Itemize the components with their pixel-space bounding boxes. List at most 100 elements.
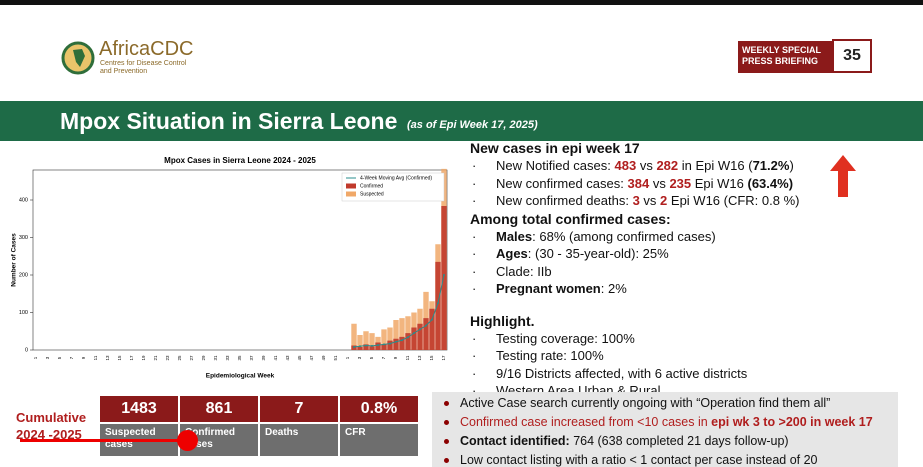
note-item: Confirmed case increased from <10 cases … [432, 413, 898, 432]
bar [369, 346, 375, 350]
slide-subtitle: (as of Epi Week 17, 2025) [407, 119, 538, 131]
progress-handle[interactable] [177, 430, 198, 451]
y-tick-label: 400 [19, 197, 28, 203]
text-run: Low contact listing with a ratio < 1 con… [460, 453, 818, 467]
text-run: vs [649, 175, 670, 191]
bar [399, 318, 405, 350]
summary-label: Cumulative 2024 -2025 [16, 410, 87, 442]
text-run: 764 (638 completed 21 days follow-up) [569, 434, 789, 448]
note-item: Low contact listing with a ratio < 1 con… [432, 451, 898, 467]
x-tick-label: 7 [69, 356, 74, 359]
text-run: 2 [660, 193, 668, 208]
line-marker [389, 342, 391, 345]
y-tick-label: 100 [19, 310, 28, 316]
x-tick-label: 25 [177, 355, 182, 361]
x-tick-label: 11 [93, 355, 98, 360]
text-run: Clade: IIb [496, 263, 552, 279]
summary-caption: CFR [340, 424, 418, 456]
text-run: 3 [632, 193, 640, 208]
bullet-item: Ages: (30 - 35-year-old): 25% [470, 245, 799, 263]
text-run: New confirmed cases: [496, 175, 628, 191]
x-tick-label: 41 [273, 355, 278, 361]
summary-value: 861 [180, 396, 258, 422]
line-marker [443, 274, 445, 276]
text-run: : (30 - 35-year-old): 25% [527, 246, 669, 261]
bar [417, 323, 423, 350]
text-run: vs [636, 158, 657, 173]
x-tick-label: 31 [213, 355, 218, 361]
text-sections: New cases in epi week 17New Notified cas… [470, 139, 799, 400]
line-marker [401, 339, 403, 342]
legend-box [341, 172, 445, 202]
text-run: Active Case search currently ongoing wit… [460, 396, 831, 410]
x-tick-label: 23 [165, 355, 170, 361]
x-tick-label: 5 [369, 356, 374, 359]
chart: Mpox Cases in Sierra Leone 2024 - 2025 E… [11, 156, 448, 380]
x-tick-label: 1 [345, 356, 350, 359]
summary-value: 7 [260, 396, 338, 422]
legend-label: 4-Week Moving Avg (Confirmed) [360, 175, 432, 181]
x-tick-label: 21 [153, 355, 158, 361]
text-run: Testing rate: 100% [496, 348, 604, 363]
x-tick-label: 9 [393, 356, 398, 359]
x-tick-label: 1 [33, 356, 38, 359]
section-heading: Highlight. [470, 312, 535, 329]
text-run: Testing coverage: 100% [496, 330, 635, 346]
x-tick-label: 39 [261, 355, 266, 361]
text-run: ) [789, 158, 794, 173]
note-item: Contact identified: 764 (638 completed 2… [432, 432, 898, 451]
text-run: Ages [496, 246, 528, 261]
section-heading: New cases in epi week 17 [470, 140, 640, 156]
bullet-item: Testing coverage: 100% [470, 330, 799, 348]
x-tick-label: 3 [45, 356, 50, 359]
bar [363, 344, 369, 350]
text-run: : 2% [600, 281, 627, 296]
bar [393, 338, 399, 350]
x-tick-label: 33 [225, 355, 230, 361]
text-run: 9/16 Districts affected, with 6 active d… [496, 365, 748, 381]
logo-subtitle: Centres for Disease Control and Preventi… [100, 60, 187, 75]
line-marker [353, 346, 355, 348]
x-tick-label: 11 [405, 355, 410, 360]
y-tick-label: 300 [19, 235, 28, 241]
bar [375, 342, 381, 350]
x-tick-label: 19 [141, 355, 146, 361]
line [353, 274, 445, 348]
bar [441, 206, 447, 350]
bar [393, 320, 399, 350]
x-tick-label: 17 [129, 355, 134, 361]
line-marker [371, 344, 373, 347]
plot-area [32, 169, 448, 351]
line-marker [377, 344, 379, 347]
bar [363, 331, 369, 350]
y-tick-label: 200 [19, 272, 28, 278]
text-run: 235 [669, 175, 692, 191]
text-run: vs [639, 193, 661, 208]
x-tick-label: 7 [381, 356, 386, 359]
section-heading: Among total confirmed cases: [470, 210, 671, 227]
x-tick-label: 13 [105, 355, 110, 361]
x-tick-label: 9 [81, 356, 86, 359]
notes-box: Active Case search currently ongoing wit… [432, 392, 898, 467]
summary-value: 0.8% [340, 396, 418, 422]
note-item: Active Case search currently ongoing wit… [432, 394, 898, 413]
text-run: Pregnant women [496, 281, 601, 296]
summary-table: 1483 Suspected cases 861 Confirmed cases 7 De… [100, 396, 418, 456]
bar [399, 336, 405, 350]
bullet-item: Males: 68% (among confirmed cases) [470, 228, 799, 246]
title-banner [0, 101, 923, 141]
bar [405, 333, 411, 350]
line-marker [419, 328, 421, 331]
bullet-item: 9/16 Districts affected, with 6 active d… [470, 365, 799, 383]
text-run: (63.4%) [747, 175, 794, 191]
bar [429, 308, 435, 350]
bar [369, 333, 375, 350]
progress-bar [20, 439, 188, 442]
bar [381, 329, 387, 350]
bullet-item: Clade: IIb [470, 263, 799, 281]
line-marker [431, 318, 433, 321]
bar [357, 347, 363, 350]
text-run: Contact identified: [460, 434, 570, 448]
text-run: epi wk 3 to >200 in week 17 [711, 415, 873, 429]
